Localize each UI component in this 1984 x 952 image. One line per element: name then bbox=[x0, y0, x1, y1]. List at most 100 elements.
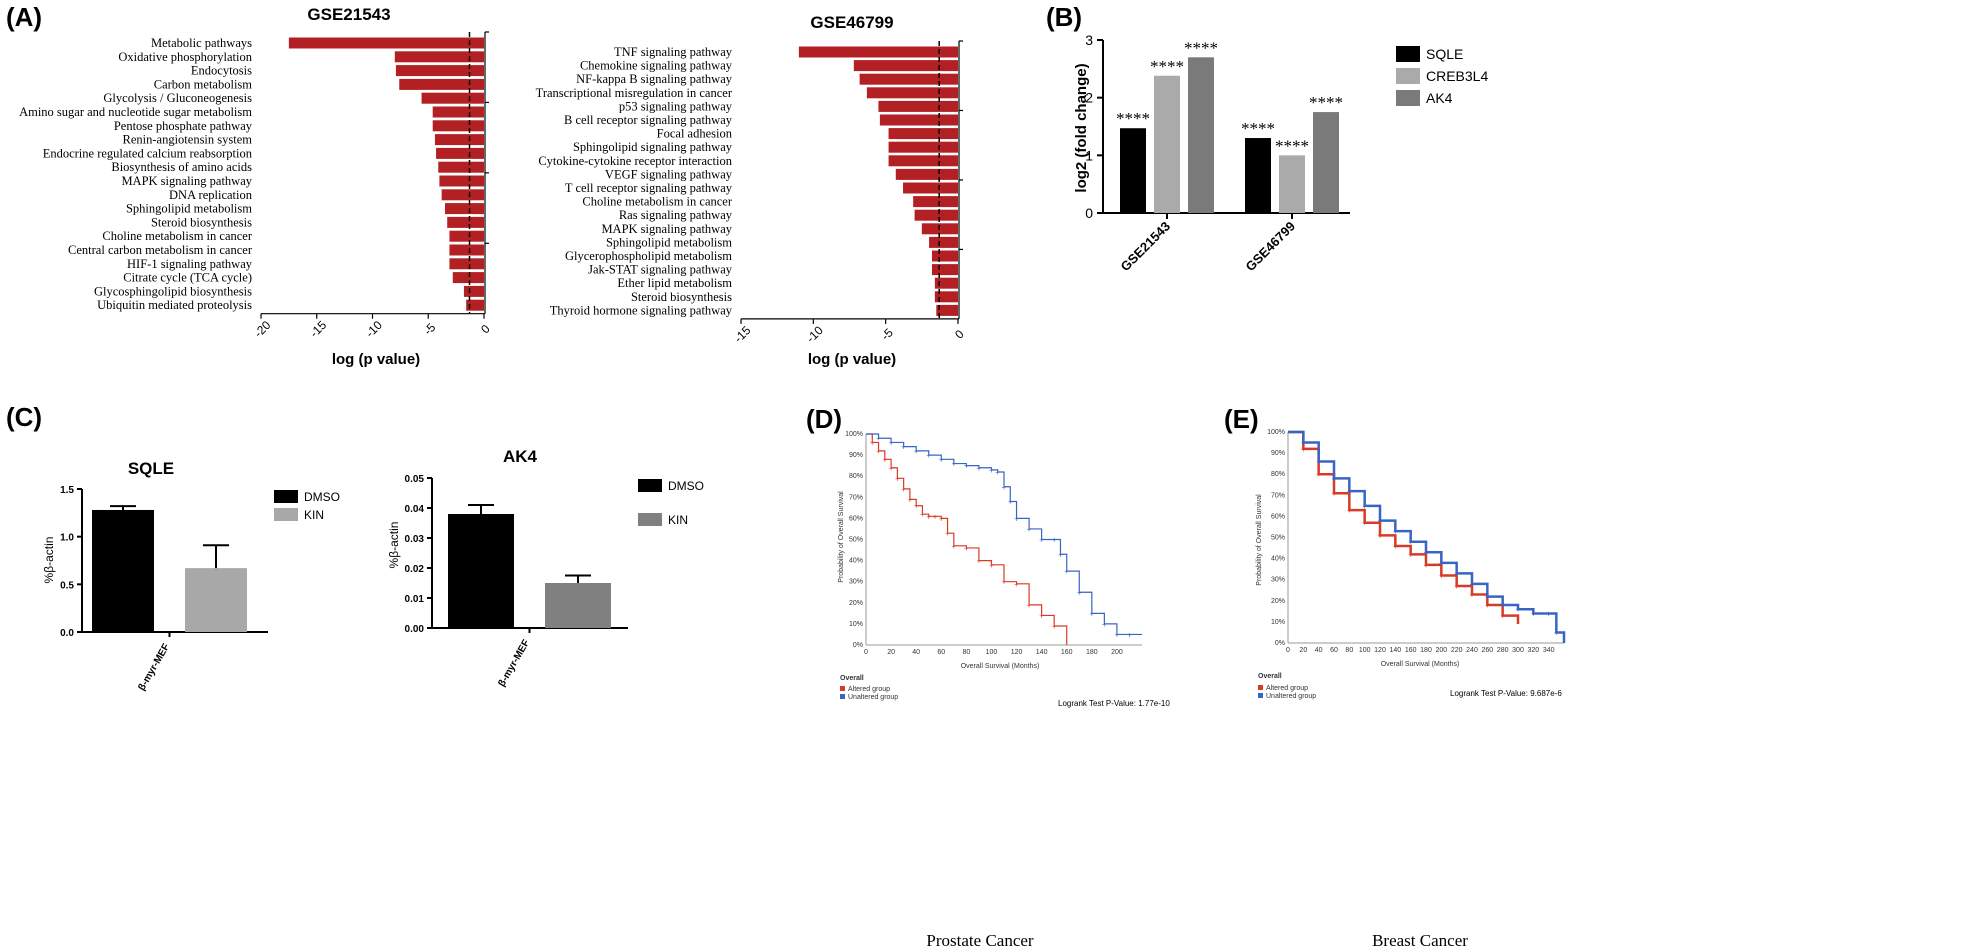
censor-mark: + bbox=[1064, 567, 1069, 576]
category-label: Carbon metabolism bbox=[154, 77, 253, 91]
bar bbox=[1154, 75, 1180, 214]
censor-mark: + bbox=[1014, 580, 1019, 589]
censor-mark: + bbox=[914, 502, 919, 511]
bar bbox=[438, 161, 484, 173]
x-tick-label: 300 bbox=[1512, 647, 1524, 654]
significance-label: **** bbox=[1309, 93, 1343, 112]
censor-mark: + bbox=[926, 512, 931, 521]
legend-swatch bbox=[638, 479, 662, 492]
censor-mark: + bbox=[1027, 601, 1032, 610]
category-label: Glycerophospholipid metabolism bbox=[565, 249, 732, 263]
category-label: Citrate cycle (TCA cycle) bbox=[123, 271, 252, 285]
censor-mark: + bbox=[1439, 559, 1444, 568]
censor-mark: + bbox=[939, 455, 944, 464]
censor-mark: + bbox=[870, 438, 875, 447]
chart-d: 0% 10% 20% 30% 40% 50% 60% 70% 80% 90% 100% 0 20 40 60… bbox=[840, 431, 1142, 701]
category-label: Biosynthesis of amino acids bbox=[111, 160, 252, 174]
bar bbox=[866, 87, 958, 99]
censor-mark: + bbox=[1362, 502, 1367, 511]
legend-swatch bbox=[638, 513, 662, 526]
y-axis-label: Probability of Overall Survival bbox=[1256, 494, 1263, 586]
legend-label: DMSO bbox=[668, 479, 704, 493]
bar bbox=[895, 168, 958, 180]
category-label: MAPK signaling pathway bbox=[601, 222, 732, 236]
legend-label: Altered group bbox=[848, 686, 890, 693]
x-tick-label: 20 bbox=[887, 649, 895, 656]
chart-c1: 0.0 0.5 1.0 1.5 DMSO KIN β-myr-MEF bbox=[60, 485, 340, 693]
censor-mark: + bbox=[1454, 582, 1459, 591]
bar bbox=[448, 514, 514, 628]
chart-title: GSE21543 bbox=[307, 5, 390, 24]
x-tick-label: 80 bbox=[1345, 647, 1353, 654]
x-tick-label: -15 bbox=[731, 323, 753, 345]
censor-mark: + bbox=[1531, 609, 1536, 618]
bar bbox=[92, 509, 154, 632]
category-label: Steroid biosynthesis bbox=[151, 215, 252, 229]
y-axis-label: %β-actin bbox=[387, 522, 401, 569]
bar bbox=[879, 114, 958, 126]
legend-label: AK4 bbox=[1426, 90, 1453, 106]
bar bbox=[394, 51, 484, 63]
y-tick-label: 10% bbox=[1271, 619, 1285, 626]
y-tick-label: 0.00 bbox=[405, 624, 425, 635]
x-axis-label: log (p value) bbox=[808, 351, 896, 368]
censor-mark: + bbox=[1378, 517, 1383, 526]
bar bbox=[449, 244, 484, 256]
bar bbox=[929, 236, 958, 248]
x-tick-label: -10 bbox=[804, 323, 826, 345]
x-tick-label: 0 bbox=[1286, 647, 1290, 654]
bar bbox=[934, 291, 958, 303]
censor-mark: + bbox=[901, 485, 906, 494]
bar bbox=[432, 106, 484, 118]
censor-mark: + bbox=[1347, 487, 1352, 496]
category-label: Pentose phosphate pathway bbox=[114, 119, 253, 133]
legend-label: SQLE bbox=[1426, 46, 1463, 62]
bar bbox=[441, 189, 484, 201]
category-label: MAPK signaling pathway bbox=[121, 174, 252, 188]
censor-mark: + bbox=[1424, 561, 1429, 570]
x-tick-label: 240 bbox=[1466, 647, 1478, 654]
bar bbox=[936, 304, 958, 316]
censor-mark: + bbox=[901, 443, 906, 452]
censor-mark: + bbox=[1500, 612, 1505, 621]
y-axis-label: %β-actin bbox=[42, 537, 56, 584]
bar bbox=[432, 120, 484, 132]
panel-label-c: (C) bbox=[6, 402, 42, 432]
y-tick-label: 30% bbox=[1271, 577, 1285, 584]
survival-curve bbox=[866, 433, 1142, 636]
x-tick-label: GSE21543 bbox=[1118, 219, 1174, 275]
y-tick-label: 0.5 bbox=[60, 580, 74, 591]
censor-mark: + bbox=[1454, 569, 1459, 578]
censor-mark: + bbox=[908, 495, 913, 504]
y-tick-label: 0.04 bbox=[405, 504, 425, 515]
y-tick-label: 1 bbox=[1085, 147, 1093, 163]
censor-mark: + bbox=[951, 542, 956, 551]
category-label: Choline metabolism in cancer bbox=[102, 229, 252, 243]
legend-swatch bbox=[840, 686, 845, 691]
bar bbox=[439, 175, 484, 187]
x-tick-label: 0 bbox=[478, 322, 493, 337]
survival-curve bbox=[1288, 430, 1566, 643]
category-label: Cytokine-cytokine receptor interaction bbox=[538, 154, 732, 168]
censor-mark: + bbox=[1470, 580, 1475, 589]
bar bbox=[288, 37, 484, 49]
legend-title: Overall bbox=[840, 675, 864, 682]
x-tick-label: 20 bbox=[1299, 647, 1307, 654]
censor-mark: + bbox=[1008, 498, 1013, 507]
censor-mark: + bbox=[1058, 550, 1063, 559]
censor-mark: + bbox=[1516, 605, 1521, 614]
category-label: Ubiquitin mediated proteolysis bbox=[97, 298, 252, 312]
bar bbox=[447, 216, 484, 228]
censor-mark: + bbox=[895, 474, 900, 483]
y-tick-label: 30% bbox=[849, 579, 863, 586]
x-axis-label: log (p value) bbox=[332, 351, 420, 368]
y-tick-label: 50% bbox=[1271, 535, 1285, 542]
category-label: Ras signaling pathway bbox=[619, 208, 733, 222]
category-label: Thyroid hormone signaling pathway bbox=[550, 303, 733, 317]
censor-mark: + bbox=[1470, 590, 1475, 599]
bar bbox=[1279, 155, 1305, 213]
x-tick-label: 260 bbox=[1481, 647, 1493, 654]
panel-label-d: (D) bbox=[806, 404, 842, 434]
